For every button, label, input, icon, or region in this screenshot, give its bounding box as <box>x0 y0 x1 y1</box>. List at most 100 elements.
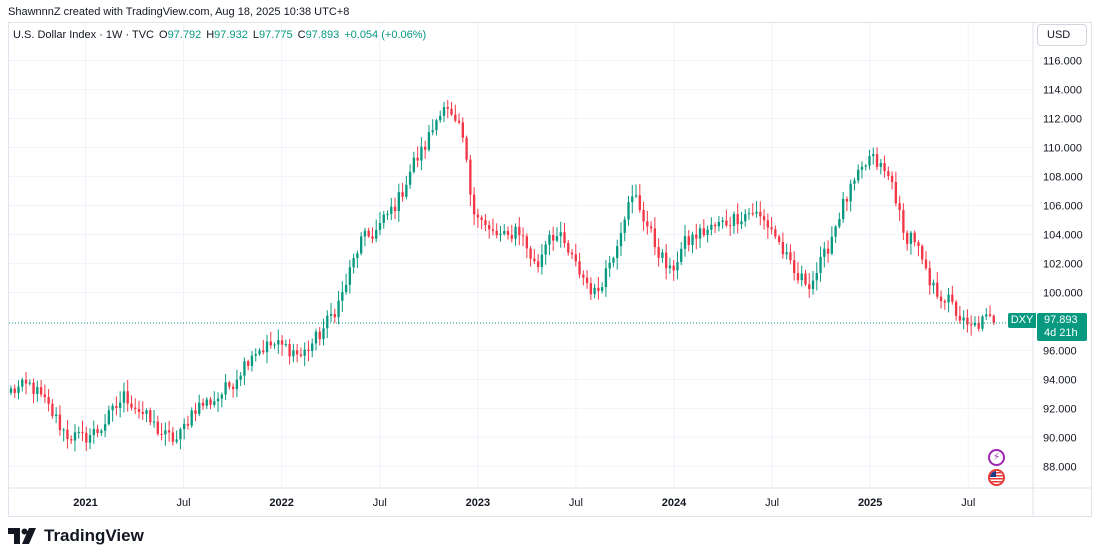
candle-body <box>672 265 675 271</box>
currency-button[interactable]: USD <box>1037 24 1087 46</box>
tradingview-brand[interactable]: TradingView <box>8 526 144 546</box>
candle-body <box>420 146 423 161</box>
candle-body <box>461 122 464 138</box>
candle-body <box>21 379 24 387</box>
y-tick-label: 104.000 <box>1043 229 1083 241</box>
y-tick-label: 116.000 <box>1043 56 1082 68</box>
candle-body <box>179 429 182 440</box>
candle-body <box>43 394 47 398</box>
candle-body <box>250 355 254 367</box>
candle-body <box>209 399 212 405</box>
candle-body <box>781 241 785 255</box>
candle-body <box>777 236 781 242</box>
candle-body <box>36 387 39 394</box>
candle-body <box>702 228 705 236</box>
candle-body <box>713 224 717 227</box>
last-price-value: 97.893 <box>1044 314 1078 326</box>
candle-body <box>288 343 291 357</box>
candle-body <box>307 349 310 352</box>
candle-body <box>849 183 852 202</box>
candle-body <box>838 219 841 227</box>
y-tick-label: 90.000 <box>1043 432 1077 444</box>
candle-body <box>905 232 909 244</box>
candle-body <box>329 314 333 316</box>
us-flag-event-icon[interactable] <box>988 469 1005 486</box>
candle-body <box>544 244 547 255</box>
candle-body <box>857 169 860 181</box>
candle-body <box>943 300 946 303</box>
candle-body <box>879 163 882 167</box>
candle-body <box>130 403 133 408</box>
ohlc-close: C97.893 <box>297 29 340 41</box>
candle-body <box>853 180 856 184</box>
candle-body <box>499 233 502 236</box>
candle-body <box>160 433 163 435</box>
candle-body <box>344 284 348 292</box>
candle-body <box>890 175 894 183</box>
y-tick-label: 96.000 <box>1043 345 1077 357</box>
candle-body <box>939 296 943 301</box>
candle-body <box>284 343 288 345</box>
candle-body <box>808 284 811 290</box>
candle-body <box>205 399 208 406</box>
candle-body <box>988 314 992 316</box>
candle-body <box>936 282 939 297</box>
candle-body <box>830 236 834 254</box>
symbol-description[interactable]: U.S. Dollar Index · 1W · TVC <box>13 29 154 41</box>
candle-body <box>687 236 690 245</box>
candle-body <box>262 350 265 353</box>
candle-body <box>627 202 630 220</box>
candle-body <box>115 405 118 408</box>
candle-body <box>841 198 845 220</box>
candle-body <box>371 236 374 239</box>
candle-body <box>977 322 980 329</box>
candle-body <box>126 391 129 404</box>
candle-body <box>427 132 431 150</box>
candle-body <box>766 220 770 228</box>
candle-body <box>585 277 589 284</box>
candle-body <box>612 258 615 263</box>
candle-body <box>503 231 506 234</box>
candle-body <box>213 401 216 405</box>
candle-body <box>883 163 886 172</box>
lightning-event-icon[interactable]: ⚡ <box>988 449 1005 466</box>
candle-body <box>559 232 562 237</box>
candle-body <box>96 429 99 434</box>
candle-body <box>378 222 382 230</box>
candle-body <box>9 388 13 393</box>
candle-body <box>111 405 114 411</box>
x-tick-label: 2021 <box>73 497 97 509</box>
candle-body <box>762 216 766 221</box>
candle-body <box>465 137 468 160</box>
candle-body <box>826 248 830 254</box>
candle-body <box>751 213 754 215</box>
candle-body <box>198 402 201 414</box>
candle-body <box>363 230 367 237</box>
candle-body <box>793 260 796 274</box>
candle-body <box>695 234 698 239</box>
candle-body <box>608 262 611 269</box>
x-tick-label: 2023 <box>466 497 490 509</box>
candle-body <box>928 268 931 286</box>
candle-body <box>774 229 777 237</box>
candle-body <box>390 206 393 214</box>
tradingview-logo-icon <box>8 528 36 544</box>
candle-body <box>570 252 574 255</box>
candle-body <box>457 120 461 123</box>
candle-body <box>51 403 54 417</box>
price-change: +0.054 (+0.06%) <box>344 29 427 41</box>
x-tick-label: Jul <box>177 497 191 509</box>
y-tick-label: 92.000 <box>1043 403 1077 415</box>
candle-body <box>864 165 867 167</box>
candle-body <box>190 410 193 426</box>
candle-body <box>367 230 370 237</box>
x-axis-labels: 2021 Jul 2022 Jul 2023 Jul 2024 Jul 2025 Jul <box>73 497 975 509</box>
candle-body <box>454 114 457 121</box>
y-axis-labels: 88.000 90.000 92.000 94.000 96.000 100.000 102… <box>1043 56 1083 474</box>
candle-body <box>167 430 171 433</box>
candle-body <box>341 291 344 301</box>
candle-body <box>706 229 709 236</box>
candle-body <box>228 382 231 387</box>
candle-body <box>424 146 427 150</box>
